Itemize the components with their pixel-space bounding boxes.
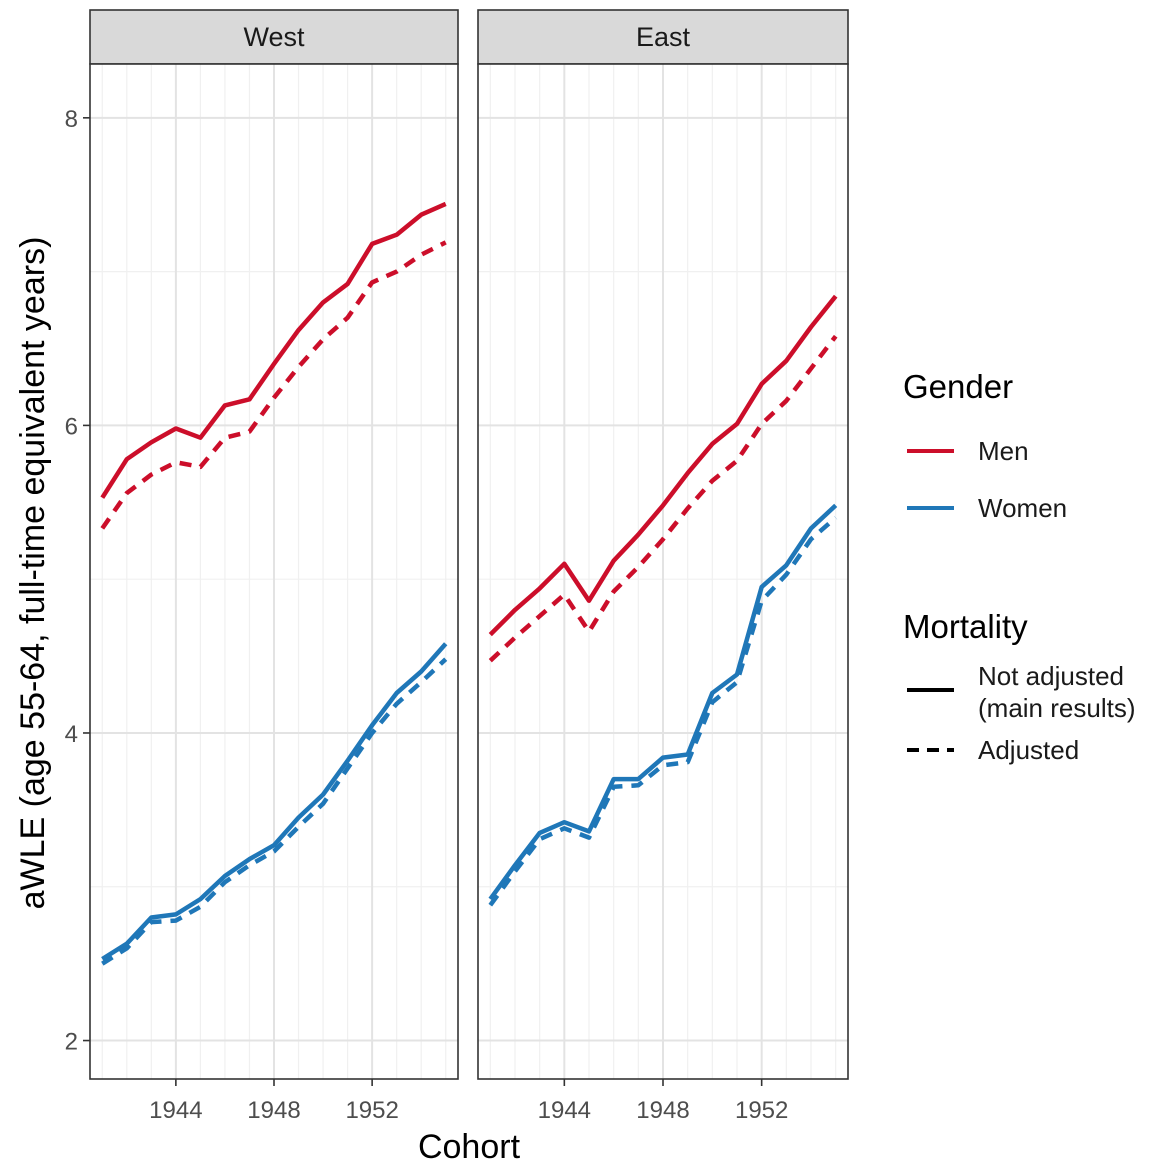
x-tick-label-east-1952: 1952 [735, 1097, 788, 1124]
panel-east: East [477, 9, 849, 1080]
legend-label-men: Men [978, 436, 1029, 466]
x-axis: 1944 1948 1952 1944 1948 1952 [149, 1079, 788, 1124]
legend-label-not-adjusted: Not adjusted [978, 661, 1124, 691]
panel-east-strip-label: East [636, 22, 691, 52]
panel-west-strip-label: West [243, 22, 305, 52]
series-line-east-women-not-adjusted [488, 503, 838, 901]
y-tick-label-2: 2 [65, 1029, 78, 1056]
series-line-west-men-not-adjusted [100, 201, 447, 499]
legend-label-not-adjusted-line2: (main results) [978, 693, 1135, 723]
y-tick-label-8: 8 [65, 106, 78, 133]
panel-east-lines [488, 294, 838, 907]
panel-west-strip [89, 9, 459, 65]
panel-east-grid [478, 64, 848, 1079]
x-tick-label-west-1948: 1948 [247, 1097, 300, 1124]
series-line-west-men-adjusted [100, 240, 447, 530]
panel-west-lines [100, 201, 448, 966]
legend-label-adjusted: Adjusted [978, 735, 1079, 765]
legend-label-women: Women [978, 493, 1067, 523]
x-tick-label-west-1952: 1952 [345, 1097, 398, 1124]
legend: Gender Men Women Mortality Not adjusted … [903, 368, 1135, 765]
x-axis-title: Cohort [418, 1128, 521, 1166]
series-line-east-men-not-adjusted [488, 294, 838, 637]
x-tick-label-east-1944: 1944 [538, 1097, 591, 1124]
series-line-east-women-adjusted [488, 516, 838, 907]
legend-title-gender: Gender [903, 368, 1013, 405]
series-line-west-women-adjusted [101, 657, 448, 966]
y-axis-title: aWLE (age 55-64, full-time equivalent ye… [14, 237, 52, 910]
y-axis: 2 4 6 8 [65, 106, 90, 1056]
series-line-east-men-adjusted [488, 334, 838, 663]
legend-title-mortality: Mortality [903, 608, 1028, 645]
panel-west: West [89, 9, 459, 1080]
x-tick-label-east-1948: 1948 [636, 1097, 689, 1124]
x-tick-label-west-1944: 1944 [149, 1097, 202, 1124]
y-tick-label-4: 4 [65, 721, 78, 748]
y-tick-label-6: 6 [65, 413, 78, 440]
series-line-west-women-not-adjusted [101, 642, 448, 961]
panel-east-strip [477, 9, 849, 65]
